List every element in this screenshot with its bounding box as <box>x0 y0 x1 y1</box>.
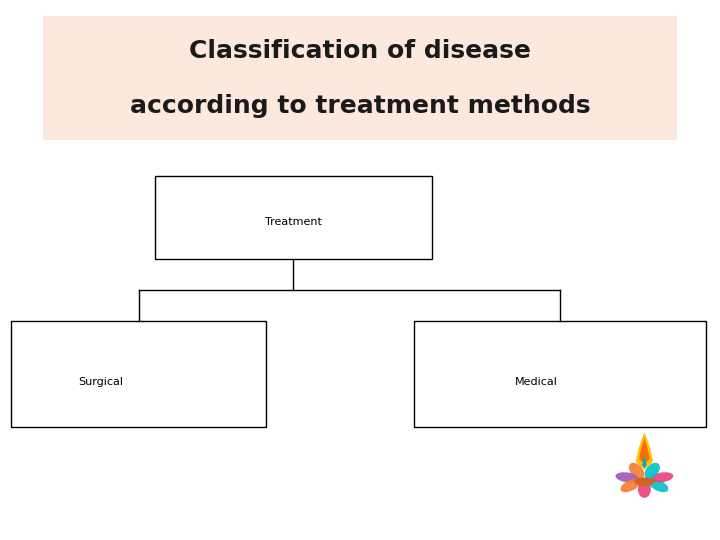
Text: according to treatment methods: according to treatment methods <box>130 93 590 118</box>
Ellipse shape <box>649 479 668 492</box>
FancyBboxPatch shape <box>155 176 432 259</box>
Ellipse shape <box>644 463 660 479</box>
FancyBboxPatch shape <box>11 321 266 427</box>
Ellipse shape <box>634 477 654 486</box>
Text: Classification of disease: Classification of disease <box>189 39 531 63</box>
Ellipse shape <box>621 479 640 492</box>
Text: Medical: Medical <box>515 377 558 387</box>
Text: Surgical: Surgical <box>78 377 122 387</box>
FancyBboxPatch shape <box>414 321 706 427</box>
Text: Treatment: Treatment <box>265 217 322 227</box>
Ellipse shape <box>616 472 638 482</box>
Ellipse shape <box>638 481 651 498</box>
Polygon shape <box>636 432 653 470</box>
FancyBboxPatch shape <box>43 16 677 140</box>
Polygon shape <box>639 438 649 464</box>
Polygon shape <box>642 455 647 468</box>
Ellipse shape <box>629 463 644 479</box>
Ellipse shape <box>651 472 673 482</box>
